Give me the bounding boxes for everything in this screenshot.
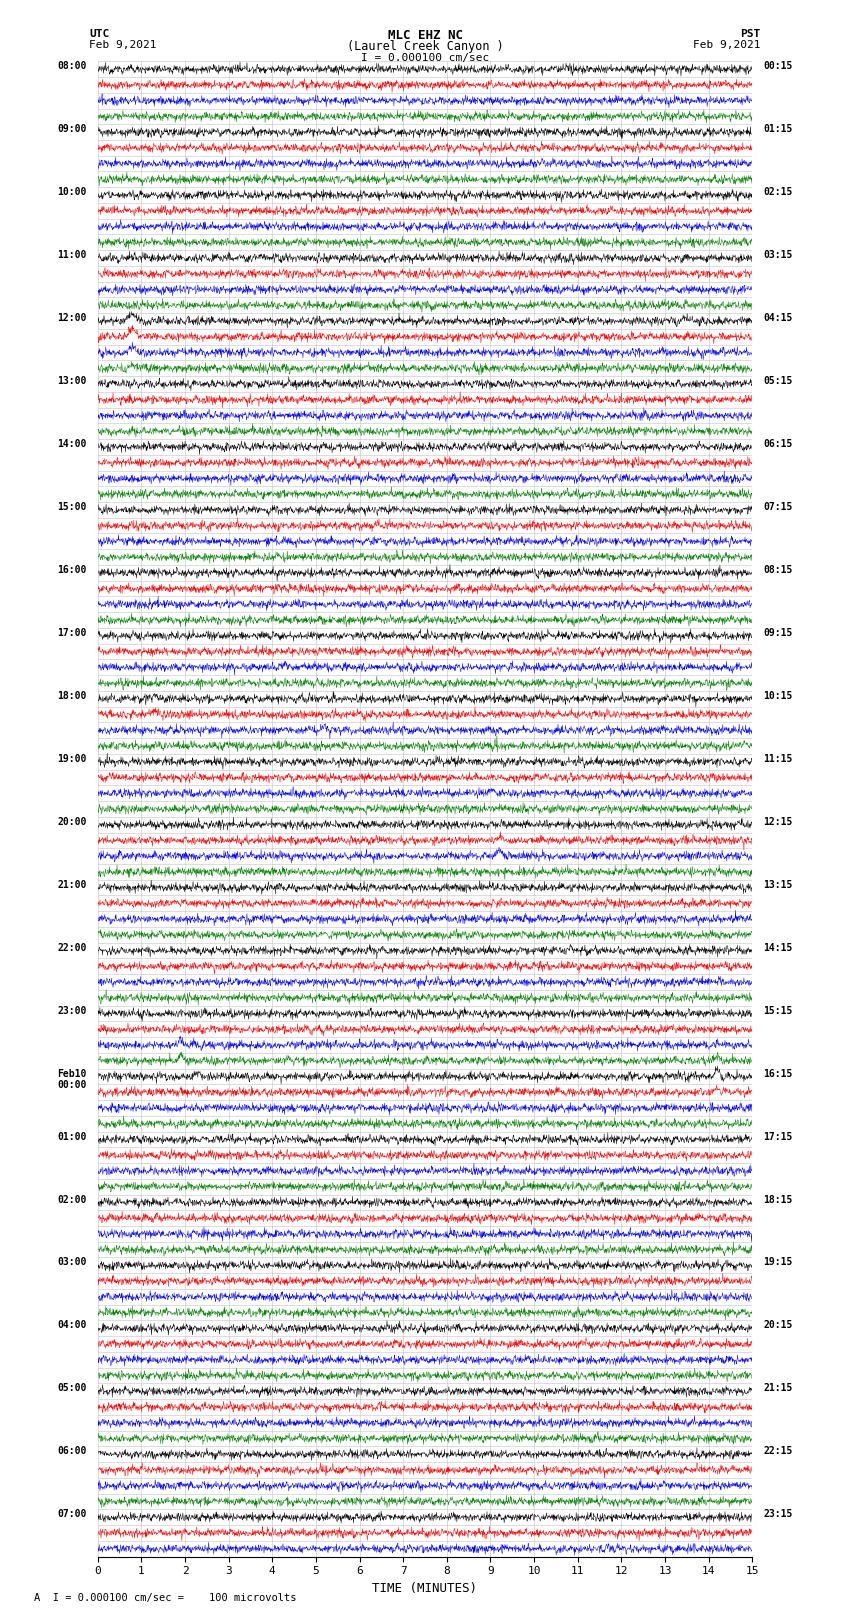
Text: 10:00: 10:00 — [58, 187, 87, 197]
Text: 20:15: 20:15 — [763, 1321, 792, 1331]
Text: 03:15: 03:15 — [763, 250, 792, 260]
Text: 07:00: 07:00 — [58, 1510, 87, 1519]
Text: 08:00: 08:00 — [58, 61, 87, 71]
Text: 19:15: 19:15 — [763, 1258, 792, 1268]
Text: 04:15: 04:15 — [763, 313, 792, 323]
Text: A  I = 0.000100 cm/sec =    100 microvolts: A I = 0.000100 cm/sec = 100 microvolts — [34, 1594, 297, 1603]
Text: 02:15: 02:15 — [763, 187, 792, 197]
Text: 20:00: 20:00 — [58, 816, 87, 827]
Text: 05:15: 05:15 — [763, 376, 792, 386]
Text: 22:00: 22:00 — [58, 942, 87, 953]
Text: 15:00: 15:00 — [58, 502, 87, 511]
Text: 08:15: 08:15 — [763, 565, 792, 574]
Text: 18:00: 18:00 — [58, 690, 87, 702]
Text: 06:15: 06:15 — [763, 439, 792, 448]
Text: 15:15: 15:15 — [763, 1005, 792, 1016]
Text: 14:00: 14:00 — [58, 439, 87, 448]
Text: 09:00: 09:00 — [58, 124, 87, 134]
Text: 17:00: 17:00 — [58, 627, 87, 637]
Text: 12:00: 12:00 — [58, 313, 87, 323]
Text: 11:15: 11:15 — [763, 753, 792, 765]
Text: 10:15: 10:15 — [763, 690, 792, 702]
X-axis label: TIME (MINUTES): TIME (MINUTES) — [372, 1582, 478, 1595]
Text: 12:15: 12:15 — [763, 816, 792, 827]
Text: PST: PST — [740, 29, 761, 39]
Text: MLC EHZ NC: MLC EHZ NC — [388, 29, 462, 42]
Text: 13:15: 13:15 — [763, 879, 792, 890]
Text: 21:00: 21:00 — [58, 879, 87, 890]
Text: 05:00: 05:00 — [58, 1384, 87, 1394]
Text: Feb10
00:00: Feb10 00:00 — [58, 1069, 87, 1090]
Text: I = 0.000100 cm/sec: I = 0.000100 cm/sec — [361, 53, 489, 63]
Text: 23:00: 23:00 — [58, 1005, 87, 1016]
Text: 03:00: 03:00 — [58, 1258, 87, 1268]
Text: 01:00: 01:00 — [58, 1132, 87, 1142]
Text: 06:00: 06:00 — [58, 1447, 87, 1457]
Text: 16:00: 16:00 — [58, 565, 87, 574]
Text: 04:00: 04:00 — [58, 1321, 87, 1331]
Text: Feb 9,2021: Feb 9,2021 — [89, 40, 156, 50]
Text: 01:15: 01:15 — [763, 124, 792, 134]
Text: 07:15: 07:15 — [763, 502, 792, 511]
Text: 14:15: 14:15 — [763, 942, 792, 953]
Text: (Laurel Creek Canyon ): (Laurel Creek Canyon ) — [347, 40, 503, 53]
Text: 22:15: 22:15 — [763, 1447, 792, 1457]
Text: 17:15: 17:15 — [763, 1132, 792, 1142]
Text: 23:15: 23:15 — [763, 1510, 792, 1519]
Text: 16:15: 16:15 — [763, 1069, 792, 1079]
Text: 19:00: 19:00 — [58, 753, 87, 765]
Text: 18:15: 18:15 — [763, 1195, 792, 1205]
Text: 00:15: 00:15 — [763, 61, 792, 71]
Text: Feb 9,2021: Feb 9,2021 — [694, 40, 761, 50]
Text: 13:00: 13:00 — [58, 376, 87, 386]
Text: 09:15: 09:15 — [763, 627, 792, 637]
Text: UTC: UTC — [89, 29, 110, 39]
Text: 11:00: 11:00 — [58, 250, 87, 260]
Text: 02:00: 02:00 — [58, 1195, 87, 1205]
Text: 21:15: 21:15 — [763, 1384, 792, 1394]
